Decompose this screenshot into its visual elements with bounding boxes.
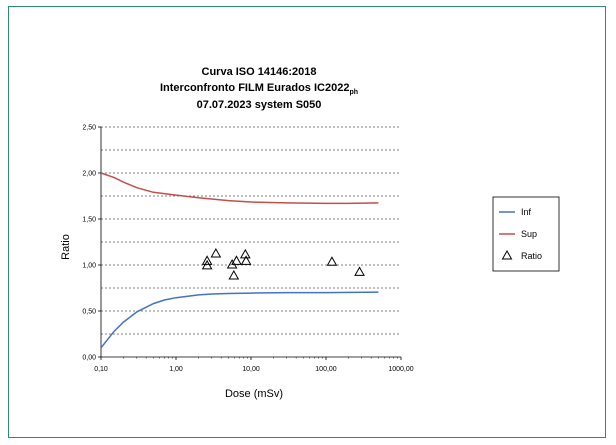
x-tick-label: 10,00 bbox=[242, 366, 260, 373]
y-tick-label: 0,50 bbox=[82, 309, 96, 316]
ratio-point bbox=[228, 270, 240, 280]
y-tick-label: 2,50 bbox=[82, 125, 96, 132]
y-tick-labels: 0,00 0,50 1,00 1,50 2,00 2,50 bbox=[82, 125, 96, 362]
x-tick-labels: 0,10 1,00 10,00 100,00 1000,00 bbox=[94, 366, 414, 373]
legend: Inf Sup Ratio bbox=[492, 196, 560, 272]
chart-title-line-1: Curva ISO 14146:2018 bbox=[202, 66, 317, 78]
series-line-sup bbox=[100, 172, 379, 205]
ratio-point bbox=[201, 255, 213, 265]
ratio-point bbox=[354, 266, 365, 276]
ratio-point bbox=[326, 256, 338, 266]
y-tick-label: 2,00 bbox=[82, 171, 96, 178]
y-tick-label: 1,00 bbox=[82, 263, 96, 270]
legend-label-sup: Sup bbox=[521, 229, 537, 239]
series-lines bbox=[100, 172, 379, 349]
x-tick-label: 1,00 bbox=[169, 366, 183, 373]
y-tick-label: 1,50 bbox=[82, 217, 96, 224]
y-axis-label: Ratio bbox=[60, 234, 72, 260]
legend-label-ratio: Ratio bbox=[521, 251, 542, 261]
x-axis-label: Dose (mSv) bbox=[225, 388, 283, 400]
legend-swatch-ratio bbox=[501, 249, 513, 260]
x-tick-label: 100,00 bbox=[315, 366, 337, 373]
chart-frame: Curva ISO 14146:2018 Interconfronto FILM… bbox=[8, 6, 606, 438]
x-tick-label: 1000,00 bbox=[388, 366, 413, 373]
chart-title-line-3: 07.07.2023 system S050 bbox=[197, 99, 322, 111]
chart-title-line-2: Interconfronto FILM Eurados IC2022ph bbox=[160, 82, 358, 96]
series-points bbox=[201, 247, 365, 280]
x-tick-label: 0,10 bbox=[94, 366, 108, 373]
grid bbox=[101, 126, 401, 335]
chart: Curva ISO 14146:2018 Interconfronto FILM… bbox=[60, 66, 560, 400]
ratio-point bbox=[201, 259, 213, 270]
axes bbox=[98, 126, 402, 360]
series-line-inf bbox=[100, 291, 379, 349]
ratio-point bbox=[240, 255, 252, 265]
y-tick-label: 0,00 bbox=[82, 355, 96, 362]
ratio-point bbox=[231, 255, 242, 265]
ratio-point bbox=[210, 247, 222, 258]
chart-title-subscript: ph bbox=[349, 89, 358, 96]
chart-title-line-2-text: Interconfronto FILM Eurados IC2022 bbox=[160, 82, 349, 94]
legend-label-inf: Inf bbox=[521, 207, 532, 217]
